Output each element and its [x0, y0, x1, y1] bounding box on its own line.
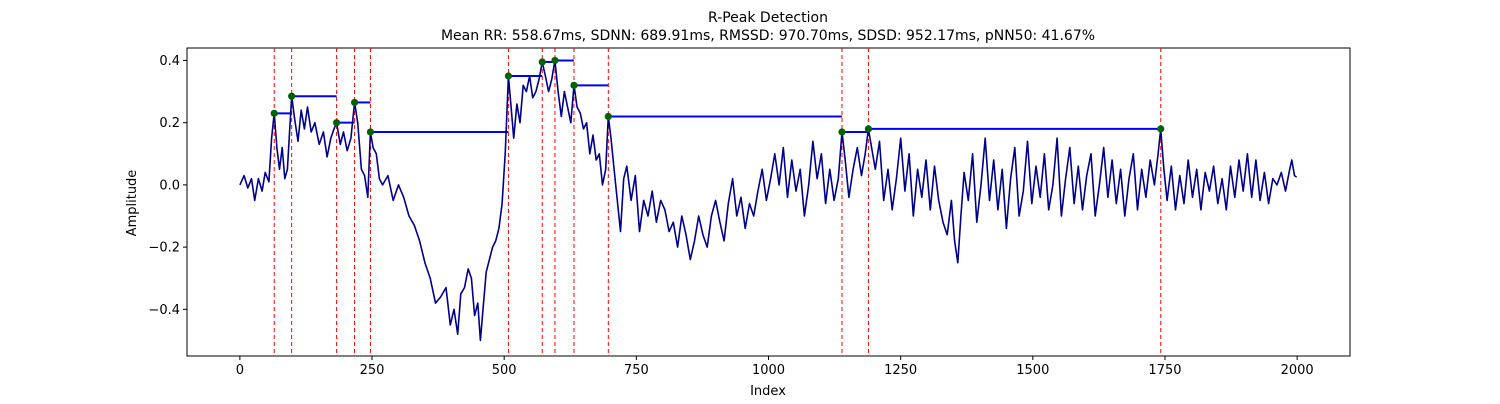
y-tick-label: 0.4 [159, 54, 180, 69]
y-tick-label: 0.0 [159, 178, 180, 193]
peak-markers [270, 56, 1165, 136]
x-tick-label: 0 [236, 363, 244, 378]
rr-interval-lines [274, 59, 1161, 133]
peak-marker [838, 128, 846, 136]
peak-marker [333, 119, 341, 127]
signal-line [239, 59, 1298, 342]
x-tick-label: 1000 [752, 363, 785, 378]
chart-title: R-Peak Detection [708, 10, 828, 26]
y-axis-label: Amplitude [125, 170, 140, 237]
x-tick-label: 250 [360, 363, 385, 378]
y-tick-label: −0.2 [148, 241, 180, 256]
peak-marker [350, 98, 359, 107]
signal-series [239, 59, 1298, 342]
peak-marker [366, 128, 375, 136]
peak-vertical-lines [273, 48, 1162, 356]
peak-marker [538, 58, 546, 66]
y-tick-label: 0.2 [159, 116, 180, 131]
peak-marker [551, 56, 559, 65]
peak-marker [270, 109, 278, 117]
x-tick-label: 1250 [884, 363, 917, 378]
x-tick-label: 500 [492, 363, 517, 378]
peak-marker [504, 72, 513, 80]
y-axis-ticks: −0.4 −0.2 0.0 0.2 0.4 [148, 54, 187, 318]
x-axis-ticks: 0 250 500 750 1000 1250 1500 1750 2000 [236, 356, 1314, 378]
peak-marker [864, 125, 873, 133]
x-tick-label: 2000 [1281, 363, 1314, 378]
x-axis-label: Index [750, 384, 786, 399]
chart-subtitle: Mean RR: 558.67ms, SDNN: 689.91ms, RMSSD… [441, 28, 1095, 44]
peak-marker [288, 92, 296, 100]
peak-marker [570, 81, 578, 89]
x-tick-label: 1750 [1148, 363, 1181, 378]
x-tick-label: 1500 [1016, 363, 1049, 378]
x-tick-label: 750 [624, 363, 649, 378]
y-tick-label: −0.4 [148, 303, 180, 318]
peak-marker [604, 112, 612, 121]
peak-marker [1157, 125, 1165, 133]
